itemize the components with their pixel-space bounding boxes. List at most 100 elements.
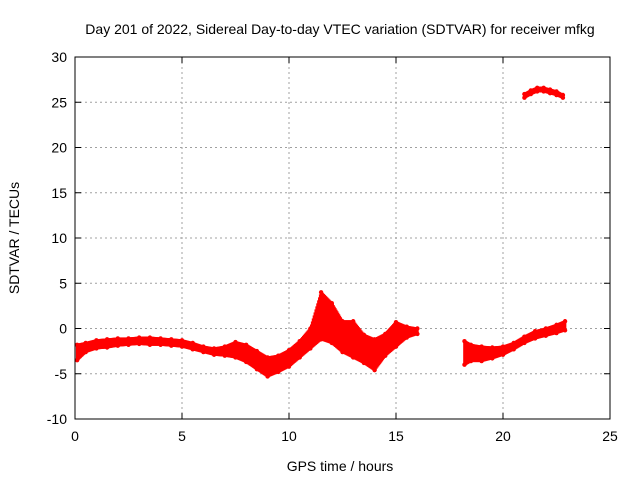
data-point — [543, 333, 548, 338]
data-point — [511, 340, 516, 346]
data-point — [554, 322, 559, 328]
data-point — [547, 87, 553, 92]
data-point — [137, 341, 142, 347]
data-point — [244, 359, 249, 365]
data-point — [554, 92, 559, 98]
y-tick-label: 20 — [51, 140, 67, 156]
data-point — [318, 337, 324, 342]
data-point — [462, 362, 467, 367]
data-point — [94, 346, 99, 351]
x-tick-label: 25 — [602, 428, 618, 444]
data-point — [404, 335, 409, 340]
data-point — [562, 319, 568, 324]
y-tick-label: -5 — [55, 366, 68, 382]
data-point — [137, 335, 142, 340]
data-point — [115, 336, 121, 341]
data-point — [276, 353, 281, 358]
data-point — [233, 355, 238, 360]
data-point — [490, 345, 495, 350]
data-point — [222, 353, 227, 358]
data-point — [286, 348, 292, 353]
data-point — [468, 358, 474, 364]
y-tick-label: 30 — [51, 49, 67, 65]
data-point — [543, 326, 548, 331]
data-point — [74, 342, 80, 347]
x-tick-label: 15 — [388, 428, 404, 444]
data-point — [479, 344, 484, 349]
data-point — [462, 338, 467, 344]
data-point — [393, 319, 399, 325]
data-point — [94, 338, 99, 343]
data-point — [74, 357, 80, 363]
y-tick-label: 25 — [51, 94, 67, 110]
data-point — [541, 85, 546, 90]
data-point — [372, 367, 377, 373]
data-point — [233, 339, 238, 345]
data-point — [562, 328, 568, 333]
data-point — [383, 353, 388, 358]
data-point — [340, 349, 345, 355]
data-points — [74, 85, 568, 379]
data-point — [244, 342, 249, 347]
data-point — [383, 331, 388, 337]
data-point — [528, 91, 534, 97]
x-tick-label: 10 — [281, 428, 297, 444]
data-point — [511, 347, 516, 352]
data-point — [265, 355, 270, 360]
data-point — [179, 344, 185, 349]
x-tick-label: 20 — [495, 428, 511, 444]
y-tick-label: 15 — [51, 185, 67, 201]
data-point — [308, 346, 313, 351]
data-point — [535, 89, 540, 94]
data-point — [115, 343, 121, 348]
data-point — [83, 340, 88, 346]
data-point — [297, 338, 302, 344]
data-point — [147, 342, 153, 347]
data-point — [528, 88, 534, 93]
x-axis-label: GPS time / hours — [287, 458, 394, 474]
data-point — [254, 348, 260, 354]
data-point — [361, 332, 367, 338]
data-point — [361, 360, 367, 366]
data-point — [393, 344, 399, 349]
data-point — [286, 364, 292, 369]
data-point — [254, 367, 260, 372]
data-point — [535, 85, 540, 90]
x-tick-label: 5 — [178, 428, 186, 444]
y-tick-label: 10 — [51, 230, 67, 246]
data-point — [329, 300, 334, 306]
data-point — [104, 345, 110, 350]
data-point — [351, 319, 356, 324]
data-point — [158, 336, 163, 341]
data-point — [522, 334, 527, 339]
y-tick-label: 0 — [59, 321, 67, 337]
data-point — [415, 326, 420, 331]
data-point — [169, 337, 174, 342]
data-point — [211, 346, 217, 351]
data-point — [554, 89, 559, 94]
data-point — [297, 355, 302, 360]
data-point — [500, 344, 506, 349]
grid — [75, 57, 610, 419]
data-point — [404, 324, 409, 329]
data-point — [201, 344, 206, 349]
series-mfkg-upper-arc — [522, 85, 566, 100]
data-point — [126, 342, 131, 347]
data-point — [372, 337, 377, 342]
data-point — [554, 330, 559, 336]
data-point — [190, 340, 195, 346]
data-point — [522, 340, 527, 346]
y-tick-label: 5 — [59, 275, 67, 291]
data-point — [522, 91, 527, 97]
data-point — [222, 344, 227, 349]
series-mfkg-band-main — [74, 290, 420, 379]
y-tick-label: -10 — [47, 411, 67, 427]
data-point — [532, 336, 538, 341]
data-point — [126, 336, 131, 341]
data-point — [547, 91, 553, 96]
data-point — [265, 374, 270, 379]
x-tick-label: 0 — [71, 428, 79, 444]
data-point — [201, 349, 206, 355]
